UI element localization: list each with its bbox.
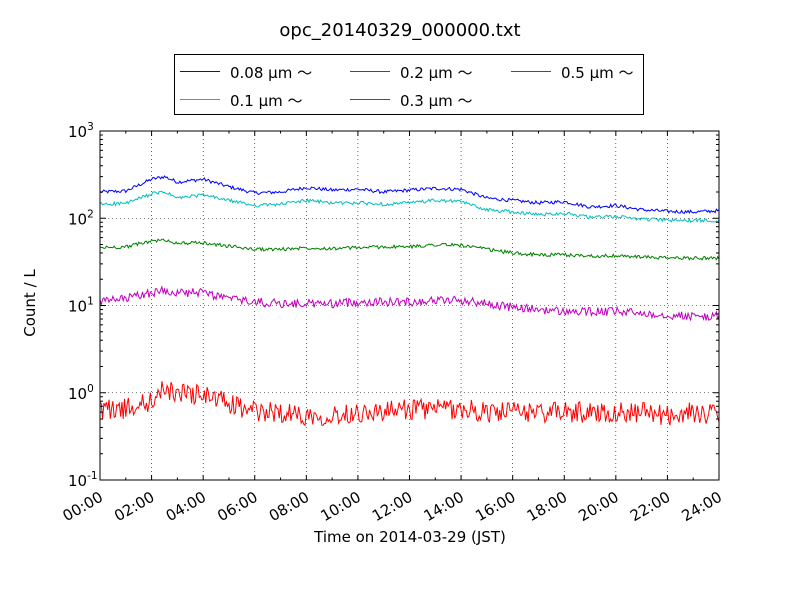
legend-line-0.08um <box>180 71 220 72</box>
legend-label-0.5um: 0.5 μm ～ <box>561 64 634 82</box>
x-tick-label: 24:00 <box>679 488 725 525</box>
series-line-2 <box>99 238 720 261</box>
x-tick-label: 02:00 <box>111 488 157 525</box>
series-line-1 <box>99 190 720 223</box>
x-tick-label: 00:00 <box>60 488 106 525</box>
y-tick-exponent: -1 <box>87 470 97 482</box>
x-tick-label: 16:00 <box>472 488 518 525</box>
x-tick-label: 14:00 <box>421 488 467 525</box>
y-tick-label: 10-1 <box>68 470 98 490</box>
x-tick-labels: 00:00 02:00 04:00 06:00 08:00 10:00 12:00 14:00… <box>60 488 725 525</box>
series-line-3 <box>99 285 720 322</box>
x-tick-label: 22:00 <box>627 488 673 525</box>
x-tick-label: 18:00 <box>524 488 570 525</box>
x-tick-label: 10:00 <box>317 488 363 525</box>
legend-line-0.2um <box>350 71 390 72</box>
legend-label-0.1um: 0.1 μm ～ <box>230 92 303 110</box>
y-tick-label: 100 <box>68 383 94 403</box>
y-tick-label: 103 <box>68 121 94 141</box>
legend-label-0.2um: 0.2 μm ～ <box>400 64 473 82</box>
legend: 0.08 μm ～ 0.1 μm ～ 0.2 μm ～ 0.3 μm ～ 0.5… <box>174 54 644 115</box>
x-tick-label: 12:00 <box>369 488 415 525</box>
series-line-0 <box>99 175 720 215</box>
y-tick-exponent: 1 <box>87 296 94 308</box>
y-tick-exponent: 0 <box>87 383 94 395</box>
x-tick-label: 04:00 <box>163 488 209 525</box>
y-tick-label: 102 <box>68 208 94 228</box>
legend-line-0.5um <box>511 71 551 72</box>
y-axis-label: Count / L <box>21 269 39 337</box>
x-tick-label: 08:00 <box>266 488 312 525</box>
series-lines <box>99 175 720 427</box>
legend-label-0.3um: 0.3 μm ～ <box>400 92 473 110</box>
series-line-4 <box>99 381 720 427</box>
y-tick-exponent: 2 <box>87 208 94 220</box>
x-tick-label: 20:00 <box>575 488 621 525</box>
legend-line-0.1um <box>180 99 220 100</box>
x-axis-label: Time on 2014-03-29 (JST) <box>314 528 506 546</box>
y-tick-exponent: 3 <box>87 121 94 133</box>
y-tick-label: 101 <box>68 296 94 316</box>
plot-area-frame <box>99 130 720 481</box>
legend-label-0.08um: 0.08 μm ～ <box>230 64 313 82</box>
x-tick-label: 06:00 <box>214 488 260 525</box>
chart-title: opc_20140329_000000.txt <box>279 20 521 41</box>
legend-line-0.3um <box>350 99 390 100</box>
